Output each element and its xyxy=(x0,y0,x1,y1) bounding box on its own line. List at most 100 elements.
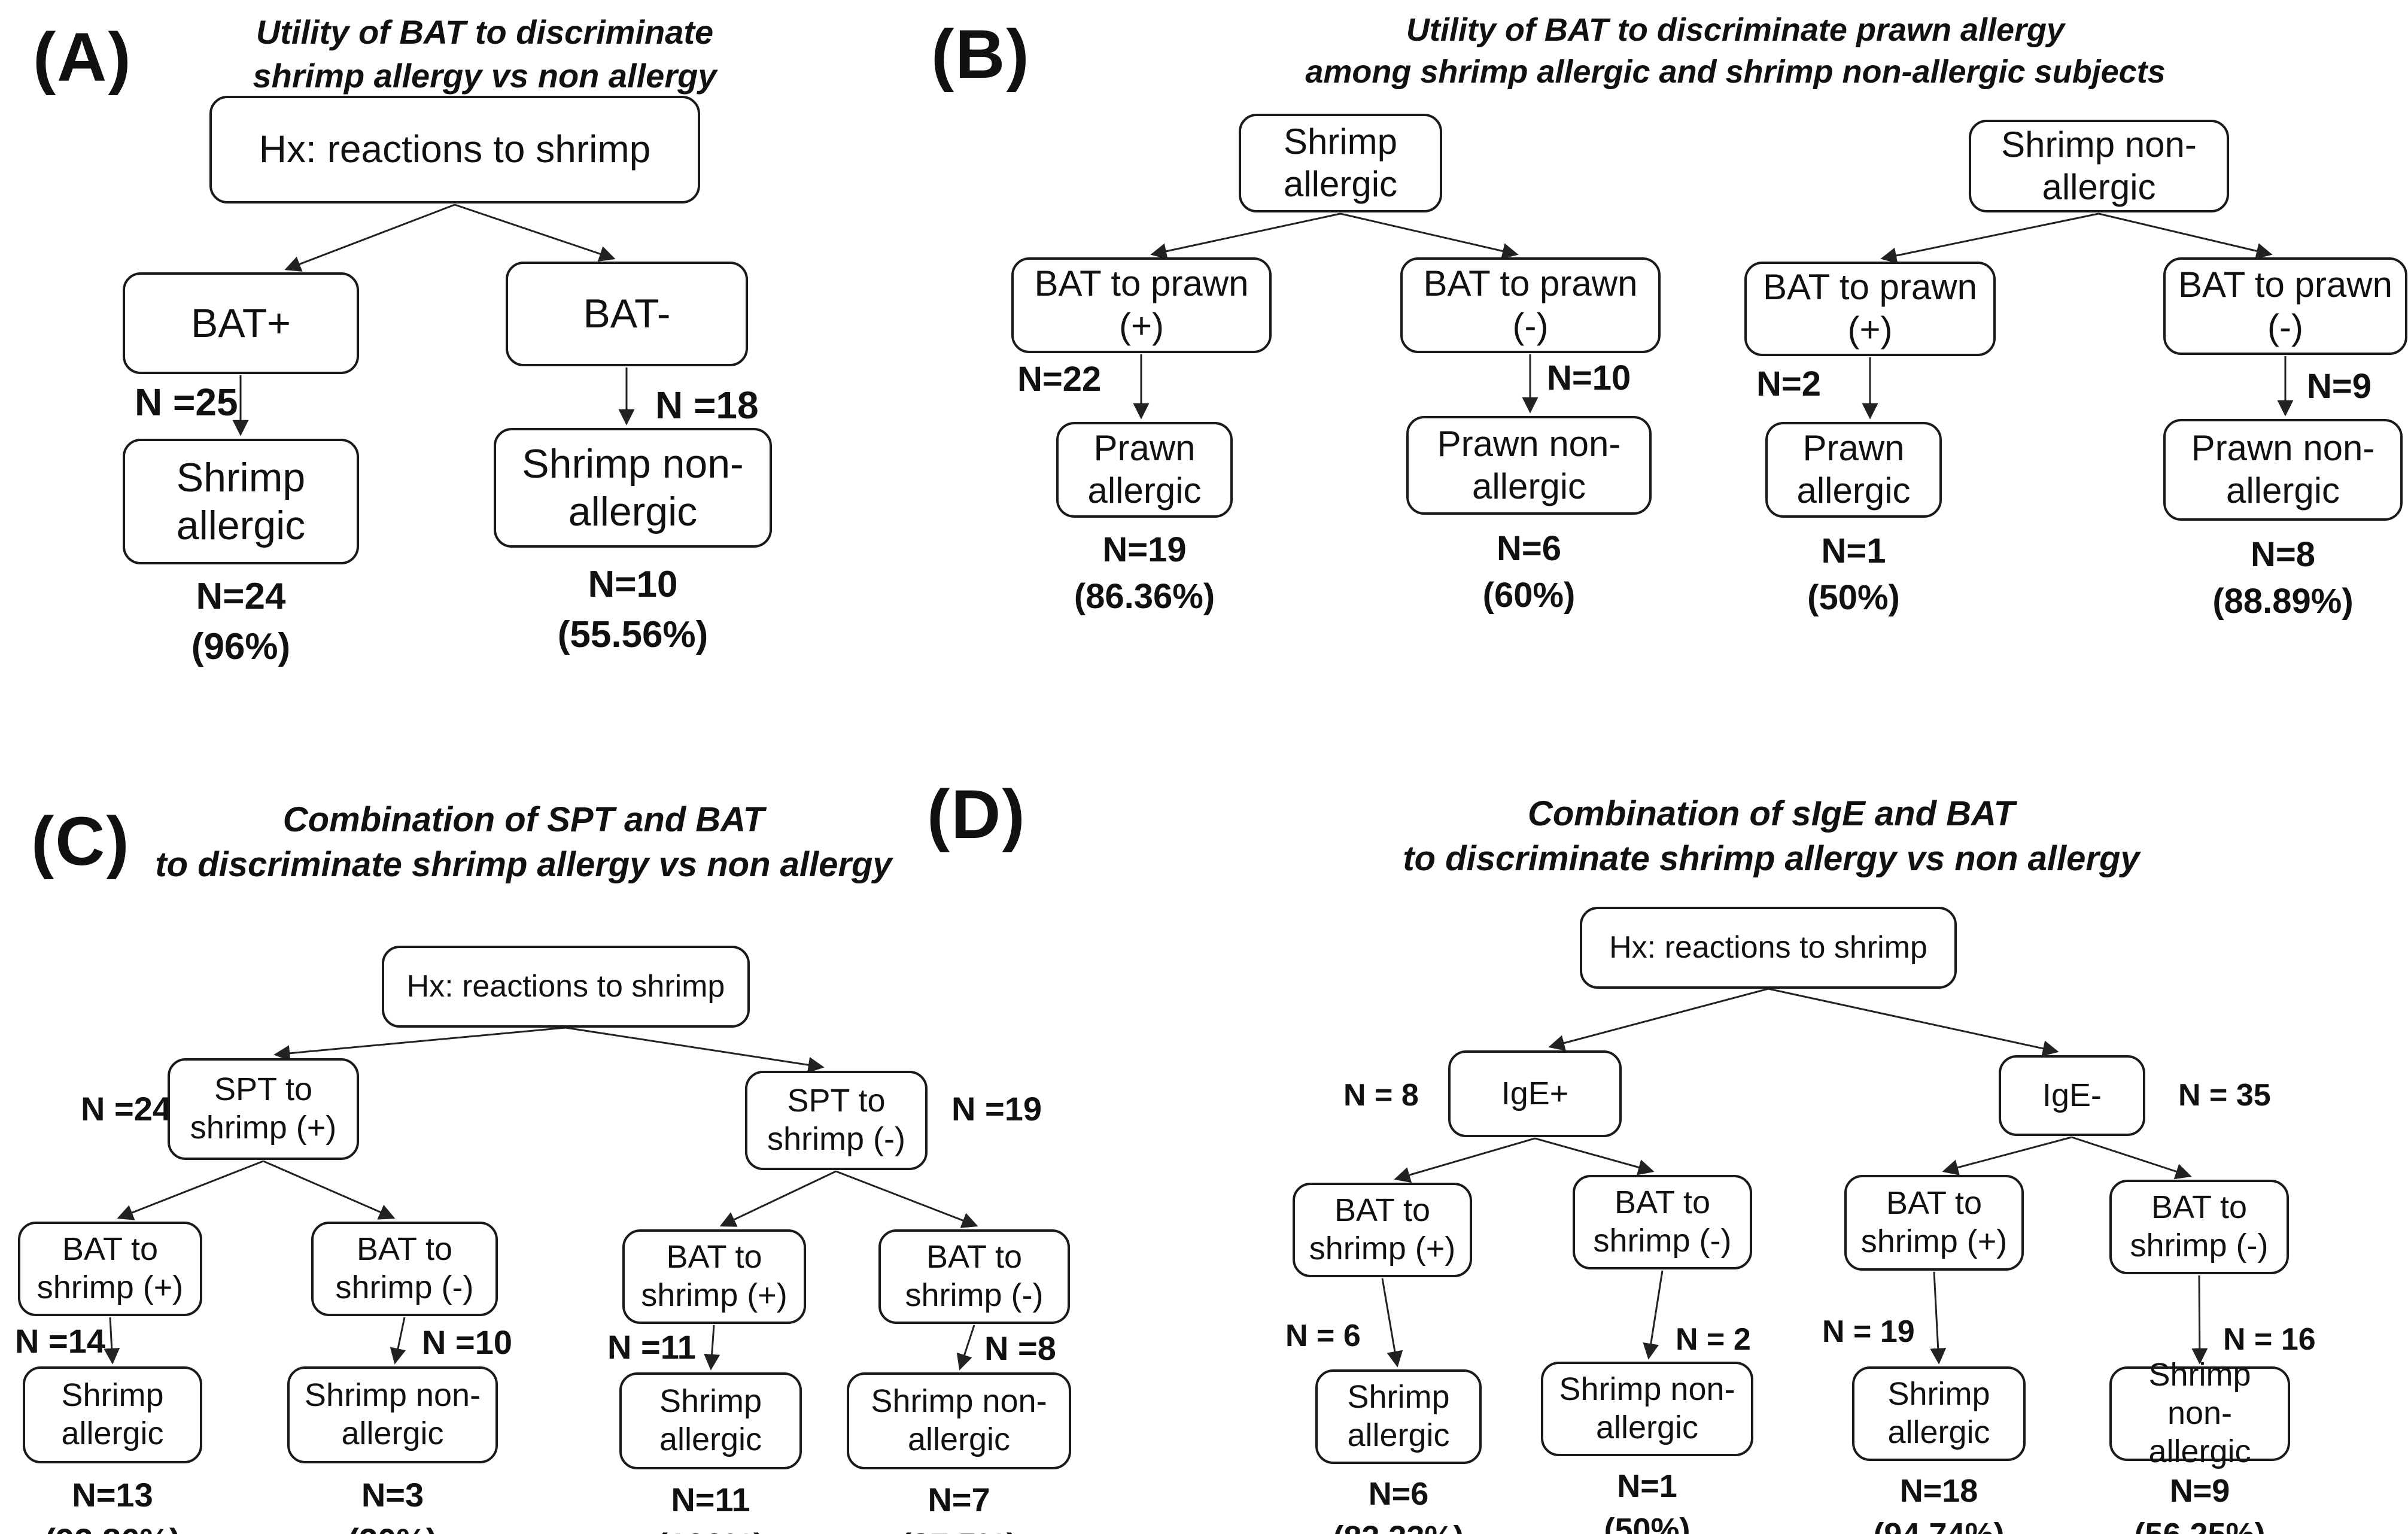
panel-b-title-line1: Utility of BAT to discriminate prawn all… xyxy=(1406,12,2065,48)
node-leaf-shrimp-non-allergic: Shrimp non-allergic xyxy=(494,428,772,548)
result-pct: (83.33%) xyxy=(1315,1516,1482,1534)
edge-count-label: N = 16 xyxy=(2223,1322,2316,1357)
flow-arrow xyxy=(1768,988,2059,1057)
node-bat-prawn-positive: BAT to prawn (+) xyxy=(1011,257,1272,353)
flow-arrow xyxy=(117,1160,264,1220)
flow-arrow xyxy=(1880,212,2099,264)
node-shrimp-non-allergic-root: Shrimp non-allergic xyxy=(1969,120,2229,212)
node-bat-shrimp-positive: BAT to shrimp (+) xyxy=(1844,1175,2024,1271)
flow-arrow xyxy=(1548,988,1769,1051)
node-leaf-shrimp-non-allergic: Shrimp non-allergic xyxy=(1541,1362,1753,1456)
result-n: N=10 xyxy=(588,564,678,605)
edge-count-label: N = 35 xyxy=(2178,1078,2271,1113)
flow-arrow xyxy=(1930,1271,1947,1365)
result-n: N=13 xyxy=(72,1476,153,1514)
leaf-result: N=11 (100%) xyxy=(619,1477,802,1534)
result-n: N=19 xyxy=(1102,530,1187,569)
flow-arrow xyxy=(2071,1136,2192,1180)
edge-count-label: N =11 xyxy=(607,1328,696,1366)
result-n: N=11 xyxy=(671,1481,750,1518)
panel-d: (D) Combination of sIgE and BAT to discr… xyxy=(898,766,2408,1534)
edge-count-label: N=10 xyxy=(1547,359,1631,397)
flow-arrow xyxy=(1150,212,1341,260)
result-n: N=6 xyxy=(1368,1476,1429,1512)
panel-c-title-line2: to discriminate shrimp allergy vs non al… xyxy=(155,845,892,885)
node-bat-negative: BAT- xyxy=(506,262,748,366)
flow-arrow xyxy=(2191,1275,2208,1365)
leaf-result: N=1 (50%) xyxy=(1541,1465,1753,1534)
edge-count-label: N = 6 xyxy=(1285,1319,1361,1353)
panel-c-label: (C) xyxy=(31,803,130,880)
edge-count-label: N =8 xyxy=(984,1329,1056,1367)
result-n: N=6 xyxy=(1496,529,1561,568)
result-n: N=18 xyxy=(1899,1473,1978,1509)
flow-arrow xyxy=(565,1026,825,1073)
leaf-result: N=18 (94.74%) xyxy=(1852,1469,2026,1534)
node-leaf-prawn-allergic: Prawn allergic xyxy=(1765,422,1942,518)
edge-count-label: N =18 xyxy=(655,384,759,427)
edge-count-label: N=9 xyxy=(2307,367,2372,406)
node-bat-shrimp-negative: BAT to shrimp (-) xyxy=(2109,1180,2289,1274)
panel-d-arrows xyxy=(1381,988,2208,1368)
node-leaf-shrimp-non-allergic: Shrimp non-allergic xyxy=(2109,1357,2290,1469)
edge-count-label: N =10 xyxy=(422,1323,512,1361)
node-leaf-prawn-allergic: Prawn allergic xyxy=(1056,422,1233,518)
node-leaf-shrimp-allergic: Shrimp allergic xyxy=(123,439,359,564)
panel-a-arrows xyxy=(232,203,635,436)
edge-count-label: N=2 xyxy=(1756,364,1822,403)
flow-arrow xyxy=(2098,212,2273,259)
node-leaf-shrimp-allergic: Shrimp allergic xyxy=(1315,1369,1482,1464)
result-n: N=7 xyxy=(928,1481,990,1518)
panel-b-arrows xyxy=(1133,212,2294,420)
flow-arrow xyxy=(454,203,616,262)
flow-arrow xyxy=(1381,1278,1403,1368)
flow-arrow xyxy=(104,1317,120,1365)
edge-count-label: N = 2 xyxy=(1676,1322,1751,1357)
node-bat-shrimp-positive: BAT to shrimp (+) xyxy=(18,1222,202,1316)
flow-arrow xyxy=(263,1160,396,1220)
node-leaf-shrimp-allergic: Shrimp allergic xyxy=(619,1372,802,1469)
node-leaf-shrimp-allergic: Shrimp allergic xyxy=(23,1366,202,1463)
leaf-result: N=9 (56.25%) xyxy=(2109,1469,2290,1534)
panel-a-title-line2: shrimp allergy vs non allergy xyxy=(253,56,717,95)
node-ige-negative: IgE- xyxy=(1999,1055,2145,1136)
leaf-result: N=6 (83.33%) xyxy=(1315,1472,1482,1534)
edge-count-label: N =24 xyxy=(81,1090,171,1128)
leaf-result: N=3 (30%) xyxy=(287,1472,498,1534)
panel-b-title: Utility of BAT to discriminate prawn all… xyxy=(1257,9,2214,93)
node-bat-prawn-negative: BAT to prawn (-) xyxy=(2163,257,2407,355)
result-pct: (60%) xyxy=(1482,576,1576,615)
node-ige-positive: IgE+ xyxy=(1448,1050,1622,1137)
leaf-result: N=1 (50%) xyxy=(1765,528,1942,622)
flow-arrow xyxy=(956,1325,975,1371)
result-pct: (100%) xyxy=(619,1523,802,1534)
panel-c: (C) Combination of SPT and BAT to discri… xyxy=(0,766,1107,1534)
flow-arrow xyxy=(1643,1270,1664,1360)
edge-count-label: N =14 xyxy=(15,1322,105,1360)
node-spt-negative: SPT to shrimp (-) xyxy=(745,1071,928,1170)
result-pct: (50%) xyxy=(1807,578,1900,618)
result-n: N=9 xyxy=(2169,1473,2230,1509)
node-bat-prawn-negative: BAT to prawn (-) xyxy=(1400,257,1661,353)
result-pct: (88.89%) xyxy=(2212,582,2354,621)
node-leaf-prawn-non-allergic: Prawn non-allergic xyxy=(2163,419,2403,521)
panel-b-title-line2: among shrimp allergic and shrimp non-all… xyxy=(1305,54,2166,90)
result-pct: (92.86%) xyxy=(23,1518,202,1534)
panel-b: (B) Utility of BAT to discriminate prawn… xyxy=(898,0,2408,748)
result-n: N=1 xyxy=(1617,1468,1677,1504)
node-hx-reactions: Hx: reactions to shrimp xyxy=(382,946,750,1028)
node-leaf-prawn-non-allergic: Prawn non-allergic xyxy=(1406,416,1652,515)
panel-d-title-line2: to discriminate shrimp allergy vs non al… xyxy=(1403,839,2140,879)
result-pct: (56.25%) xyxy=(2109,1513,2290,1534)
node-bat-shrimp-positive: BAT to shrimp (+) xyxy=(622,1229,806,1324)
panel-c-arrows xyxy=(104,1026,978,1371)
panel-d-title-line1: Combination of sIgE and BAT xyxy=(1527,794,2015,833)
panel-c-title-line1: Combination of SPT and BAT xyxy=(282,800,765,839)
edge-count-label: N =25 xyxy=(135,381,238,424)
result-pct: (50%) xyxy=(1604,1511,1691,1534)
node-bat-shrimp-negative: BAT to shrimp (-) xyxy=(311,1222,498,1316)
edge-count-label: N = 8 xyxy=(1343,1078,1419,1113)
flow-arrow xyxy=(390,1317,406,1365)
result-n: N=1 xyxy=(1821,531,1886,570)
flow-arrow xyxy=(284,203,455,272)
